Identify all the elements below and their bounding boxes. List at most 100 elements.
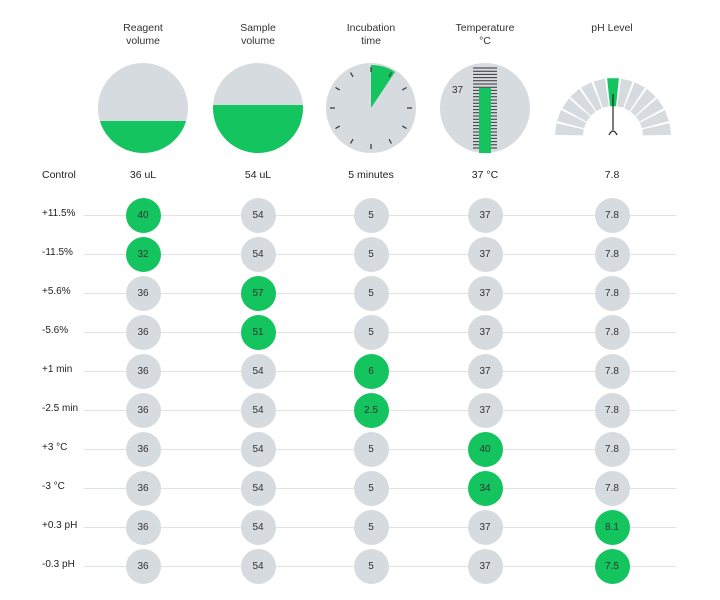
value-circle: 37 (467, 197, 503, 233)
value-circle: 54 (240, 509, 276, 545)
ph-segment (635, 98, 664, 122)
column-header-line: volume (126, 35, 160, 47)
ph-segment (557, 110, 587, 129)
value-circle: 36 (125, 314, 161, 350)
value-circle: 5 (353, 431, 389, 467)
column-header-line: Sample (240, 22, 276, 34)
value-circle: 51 (240, 314, 276, 350)
value-circle: 32 (125, 236, 161, 272)
sample-volume-gauge-icon (213, 63, 303, 153)
ph-segment (570, 88, 596, 116)
clock-tick (401, 125, 407, 130)
ph-meter-icon (555, 78, 671, 136)
value-circle: 5 (353, 314, 389, 350)
control-row-label: Control (42, 169, 76, 181)
row-label: -3 °C (42, 481, 65, 492)
column-header-line: Reagent (123, 22, 163, 34)
row-label: +1 min (42, 364, 73, 375)
value-circle: 40 (125, 197, 161, 233)
value-circle: 54 (240, 470, 276, 506)
row-label: -2.5 min (42, 403, 79, 414)
thermometer-label: 37 (452, 85, 464, 96)
value-circle: 7.5 (594, 548, 630, 584)
clock-tick (349, 72, 354, 78)
value-circle: 54 (240, 353, 276, 389)
column-header-reagent: Reagent volume (93, 22, 193, 48)
value-circle: 36 (125, 509, 161, 545)
ph-segment (555, 123, 584, 136)
control-value-ph: 7.8 (604, 169, 620, 181)
value-circle: 36 (125, 275, 161, 311)
clock-tick (388, 138, 393, 144)
value-circle: 36 (125, 548, 161, 584)
value-circle: 37 (467, 275, 503, 311)
column-header-line: °C (479, 35, 491, 47)
control-value-reagent: 36 uL (129, 169, 157, 181)
value-circle: 5 (353, 470, 389, 506)
ph-segment (642, 123, 671, 136)
control-value-sample: 54 uL (244, 169, 272, 181)
clock-tick (335, 125, 341, 130)
value-circle: 34 (467, 470, 503, 506)
clock-tick (401, 86, 407, 91)
ph-segment (593, 78, 609, 108)
value-circle: 54 (240, 392, 276, 428)
value-circle: 37 (467, 392, 503, 428)
control-value-incubation: 5 minutes (348, 169, 394, 181)
value-circle: 7.8 (594, 470, 630, 506)
value-circle: 37 (467, 548, 503, 584)
value-circle: 54 (240, 548, 276, 584)
row-label: +3 °C (42, 442, 68, 453)
value-circle: 7.8 (594, 197, 630, 233)
row-label: -11.5% (42, 247, 73, 258)
value-circle: 36 (125, 392, 161, 428)
column-header-incubation: Incubation time (321, 22, 421, 48)
value-circle: 37 (467, 353, 503, 389)
column-header-sample: Sample volume (208, 22, 308, 48)
reagent-volume-gauge-icon (98, 63, 188, 153)
row-label: -0.3 pH (42, 559, 75, 570)
value-circle: 5 (353, 509, 389, 545)
value-circle: 7.8 (594, 353, 630, 389)
thermometer-icon: 37 (440, 63, 530, 153)
value-circle: 2.5 (353, 392, 389, 428)
value-circle: 54 (240, 197, 276, 233)
value-circle: 7.8 (594, 275, 630, 311)
value-circle: 37 (467, 314, 503, 350)
value-circle: 5 (353, 275, 389, 311)
clock-icon (326, 63, 416, 153)
value-circle: 37 (467, 236, 503, 272)
value-circle: 5 (353, 197, 389, 233)
column-header-line: Incubation (346, 22, 396, 34)
column-header-line: pH Level (591, 22, 633, 34)
value-circle: 6 (353, 353, 389, 389)
column-header-line: Temperature (455, 22, 515, 34)
row-label: +5.6% (42, 286, 71, 297)
value-circle: 7.8 (594, 314, 630, 350)
clock-tick (349, 138, 354, 144)
value-circle: 40 (467, 431, 503, 467)
value-circle: 36 (125, 353, 161, 389)
clock-tick (335, 86, 341, 91)
ph-segment (562, 98, 591, 122)
value-circle: 8.1 (594, 509, 630, 545)
value-circle: 36 (125, 431, 161, 467)
ph-segment (624, 82, 645, 111)
column-header-ph: pH Level (562, 22, 662, 35)
ph-segment (617, 78, 633, 108)
control-value-temperature: 37 °C (471, 169, 499, 181)
row-label: -5.6% (42, 325, 69, 336)
row-label: +0.3 pH (42, 520, 78, 531)
value-circle: 5 (353, 548, 389, 584)
value-circle: 54 (240, 236, 276, 272)
value-circle: 7.8 (594, 392, 630, 428)
ph-segment (607, 78, 619, 107)
clock-tick (388, 72, 393, 78)
value-circle: 57 (240, 275, 276, 311)
row-label: +11.5% (42, 208, 76, 219)
value-circle: 36 (125, 470, 161, 506)
ph-segment (630, 88, 656, 116)
value-circle: 54 (240, 431, 276, 467)
ph-segment (639, 110, 669, 129)
value-circle: 7.8 (594, 431, 630, 467)
